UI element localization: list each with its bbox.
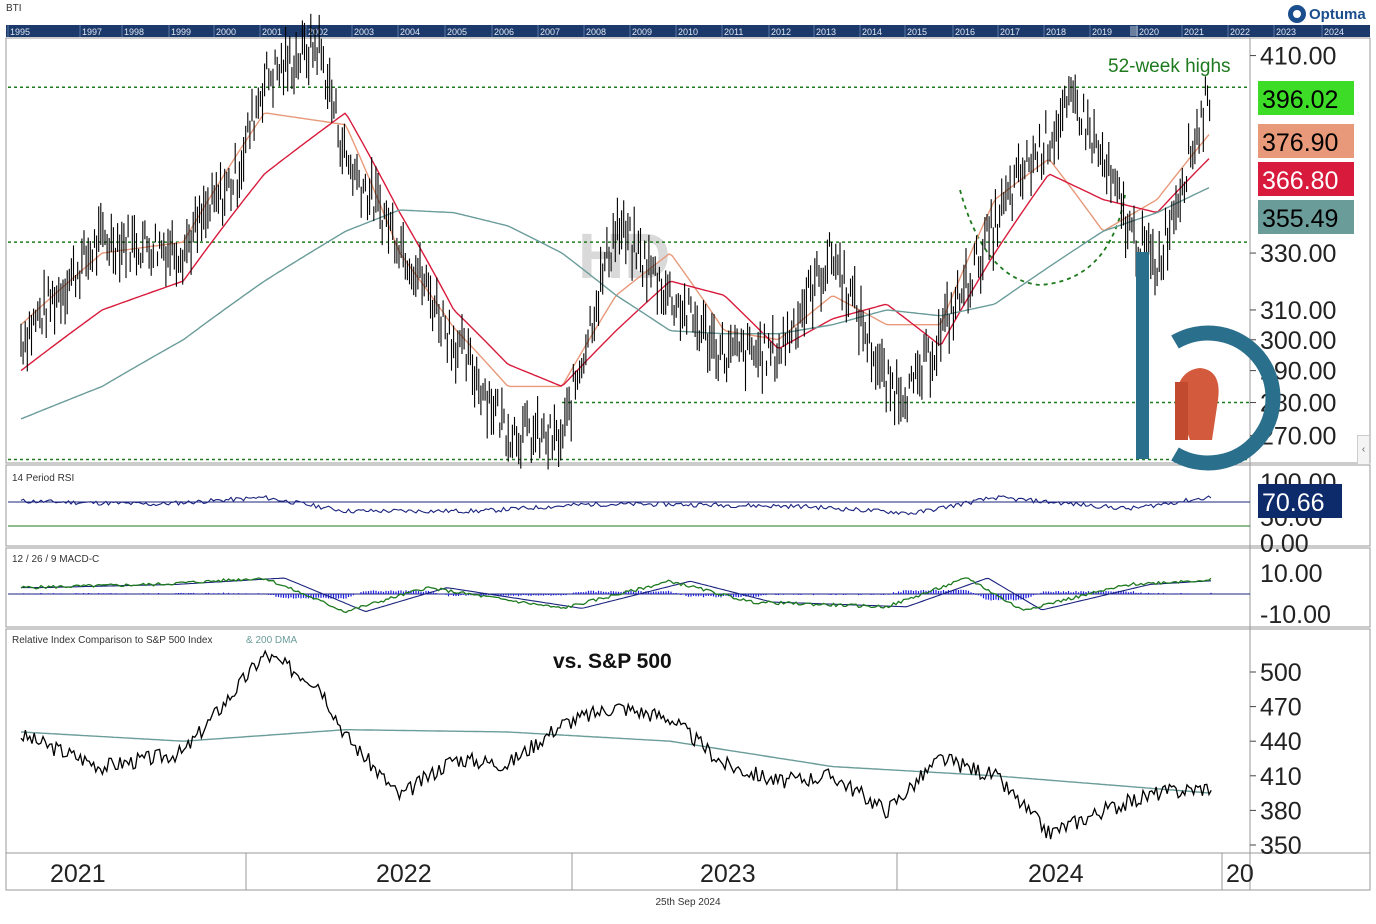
- price-badge-label: 366.80: [1262, 167, 1338, 195]
- relative-title-extra: & 200 DMA: [246, 635, 297, 646]
- rsi-title: 14 Period RSI: [12, 473, 74, 484]
- overview-year-label: 1995: [10, 27, 30, 37]
- price-y-tick-label: 310.00: [1260, 297, 1336, 325]
- overview-year-label: 1999: [171, 27, 191, 37]
- overview-year-label: 2003: [354, 27, 374, 37]
- overview-year-label: 2015: [907, 27, 927, 37]
- overview-year-label: 2021: [1184, 27, 1204, 37]
- relative-y-tick-label: 380: [1260, 797, 1302, 825]
- macd-title: 12 / 26 / 9 MACD-C: [12, 554, 99, 565]
- rsi-y-tick-label: 0.00: [1260, 530, 1309, 558]
- overview-year-label: 2001: [262, 27, 282, 37]
- macd-y-tick-label: -10.00: [1260, 601, 1331, 629]
- optuma-logo: Optuma: [1288, 3, 1366, 25]
- moving-average-fast: [20, 112, 1210, 388]
- price-badge-bg: [1258, 81, 1354, 115]
- overview-year-label: 2010: [678, 27, 698, 37]
- overview-year-label: 2006: [494, 27, 514, 37]
- overview-year-label: 2013: [816, 27, 836, 37]
- scroll-left-icon[interactable]: ‹: [1357, 435, 1370, 465]
- price-badge-label: 355.49: [1262, 205, 1338, 233]
- relative-y-tick-label: 350: [1260, 832, 1302, 860]
- overview-year-label: 1997: [82, 27, 102, 37]
- overview-year-label: 2005: [447, 27, 467, 37]
- relative-y-tick-label: 500: [1260, 659, 1302, 687]
- price-bars: [20, 13, 1211, 470]
- overview-year-label: 2011: [724, 27, 743, 37]
- brand-logo-arc: [1171, 325, 1281, 471]
- optuma-logo-icon: [1288, 5, 1306, 23]
- relative-title: Relative Index Comparison to S&P 500 Ind…: [12, 635, 213, 646]
- overview-strip: [6, 25, 1370, 37]
- brand-logo-bar: [1175, 382, 1188, 440]
- moving-average-mid: [20, 112, 1210, 387]
- x-axis-year-label: 2021: [50, 860, 106, 888]
- x-axis-year-label: 2024: [1028, 860, 1084, 888]
- overview-year-label: 2008: [586, 27, 606, 37]
- overview-year-label: 2004: [400, 27, 420, 37]
- overview-year-label: 1998: [124, 27, 144, 37]
- macd-y-tick-label: 10.00: [1260, 560, 1323, 588]
- highs-annotation: 52-week highs: [1108, 56, 1231, 77]
- brand-logo-stem: [1136, 252, 1149, 459]
- date-footer: 25th Sep 2024: [655, 897, 721, 908]
- price-y-tick-label: 300.00: [1260, 327, 1336, 355]
- rsi-badge-label: 70.66: [1262, 489, 1325, 517]
- ticker-label: BTI: [6, 3, 22, 14]
- moving-average-slow: [20, 187, 1210, 420]
- overview-year-label: 2018: [1046, 27, 1066, 37]
- overview-year-label: 2023: [1276, 27, 1296, 37]
- price-badge-label: 396.02: [1262, 86, 1338, 114]
- macd-signal-line: [21, 577, 1212, 613]
- relative-y-tick-label: 470: [1260, 694, 1302, 722]
- panel-frame: [5, 464, 1371, 547]
- price-badge-label: 376.90: [1262, 129, 1338, 157]
- relative-y-tick-label: 440: [1260, 728, 1302, 756]
- overview-year-label: 2007: [540, 27, 560, 37]
- overview-year-label: 2000: [216, 27, 236, 37]
- overview-year-label: 2024: [1324, 27, 1344, 37]
- overview-year-label: 2009: [632, 27, 652, 37]
- macd-line: [20, 577, 1212, 614]
- overview-year-label: 2020: [1139, 27, 1159, 37]
- price-badge-bg: [1258, 124, 1354, 158]
- overview-year-label: 2002: [308, 27, 328, 37]
- relative-y-tick-label: 410: [1260, 763, 1302, 791]
- overview-year-label: 2014: [862, 27, 882, 37]
- overview-year-label: 2016: [955, 27, 975, 37]
- rsi-line: [20, 495, 1212, 516]
- relative-ma-line: [20, 729, 1210, 794]
- relative-annotation: vs. S&P 500: [553, 650, 672, 673]
- overview-window: [1130, 26, 1138, 36]
- x-axis-year-label: 20: [1226, 860, 1254, 888]
- price-y-tick-label: 410.00: [1260, 43, 1336, 71]
- panel-frame: [5, 547, 1371, 628]
- panel-frame: [5, 37, 1371, 464]
- price-badge-bg: [1258, 200, 1354, 234]
- price-y-tick-label: 330.00: [1260, 240, 1336, 268]
- x-axis-year-label: 2022: [376, 860, 432, 888]
- optuma-logo-text: Optuma: [1309, 5, 1366, 23]
- overview-year-label: 2019: [1092, 27, 1112, 37]
- overview-year-label: 2012: [771, 27, 791, 37]
- brand-logo-icon: [1136, 252, 1281, 471]
- rsi-badge-bg: [1258, 484, 1342, 518]
- overview-year-label: 2022: [1230, 27, 1250, 37]
- relative-line: [20, 649, 1212, 840]
- price-badge-bg: [1258, 162, 1354, 196]
- x-axis-frame: [5, 852, 1371, 891]
- overview-year-label: 2017: [1000, 27, 1020, 37]
- x-axis-year-label: 2023: [700, 860, 756, 888]
